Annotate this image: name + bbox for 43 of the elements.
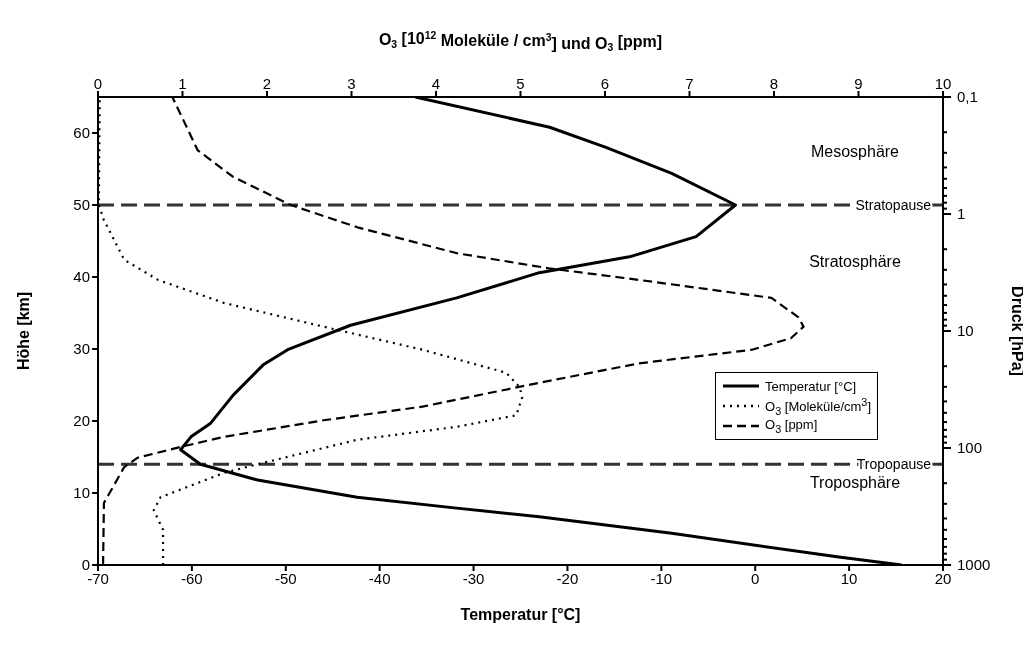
x-tick-label: -20 bbox=[556, 569, 579, 587]
x2-tick-label: 9 bbox=[854, 75, 863, 92]
x-tick-label: 0 bbox=[751, 569, 760, 587]
x2-tick-label: 0 bbox=[93, 75, 103, 92]
text: O$_{3}$ [10$^{12}$ Moleküle / cm$^{3}$] und O$_{3}$ [ppm] bbox=[378, 29, 663, 54]
x2-tick-label: 10 bbox=[934, 75, 952, 92]
y2-tick-label: 100 bbox=[957, 439, 983, 457]
y2-tick-label: 1 bbox=[957, 205, 966, 223]
y-axis-title: Höhe [km] bbox=[14, 291, 32, 371]
x-tick-label: -60 bbox=[181, 569, 203, 587]
y-tick-label: 40 bbox=[73, 268, 90, 286]
annotation: Mesosphäre bbox=[809, 143, 900, 161]
legend-label: Temperatur [°C] bbox=[765, 378, 857, 394]
x2-tick-label: 4 bbox=[431, 75, 441, 92]
annotation: Troposphäre bbox=[808, 474, 902, 492]
y-tick-label: 60 bbox=[73, 124, 90, 142]
x-tick-label: -50 bbox=[274, 569, 297, 587]
y-tick-label: 0 bbox=[81, 556, 90, 574]
x-tick-label: 10 bbox=[840, 569, 858, 587]
x2-tick-label: 1 bbox=[178, 75, 187, 92]
x2-tick-label: 7 bbox=[685, 75, 694, 92]
y2-axis-title: Druck [hPa] bbox=[1009, 286, 1027, 376]
x2-tick-label: 5 bbox=[516, 75, 525, 92]
x2-tick-label: 6 bbox=[600, 75, 610, 92]
x-tick-label: -10 bbox=[650, 569, 673, 587]
x2-tick-label: 3 bbox=[347, 75, 356, 92]
x-tick-label: 20 bbox=[934, 569, 952, 587]
legend-label: O$_{3}$ [ppm] bbox=[765, 417, 818, 435]
y-tick-label: 50 bbox=[73, 196, 90, 214]
x-axis-title: Temperatur [°C] bbox=[460, 606, 581, 623]
y2-tick-label: 1000 bbox=[957, 556, 991, 574]
x2-tick-label: 8 bbox=[769, 75, 779, 92]
legend-label: O$_{3}$ [Moleküle/cm$^{3}$] bbox=[765, 395, 872, 417]
x2-tick-label: 2 bbox=[262, 75, 272, 92]
x-tick-label: -40 bbox=[368, 569, 391, 587]
y-tick-label: 20 bbox=[73, 412, 90, 430]
y-tick-label: 10 bbox=[73, 484, 90, 502]
y-tick-label: 30 bbox=[73, 340, 90, 358]
annotation: Stratosphäre bbox=[808, 253, 902, 271]
x-tick-label: -30 bbox=[462, 569, 485, 587]
y2-tick-label: 0,1 bbox=[957, 88, 978, 106]
x-tick-label: -70 bbox=[87, 569, 109, 587]
y2-tick-label: 10 bbox=[957, 322, 974, 340]
